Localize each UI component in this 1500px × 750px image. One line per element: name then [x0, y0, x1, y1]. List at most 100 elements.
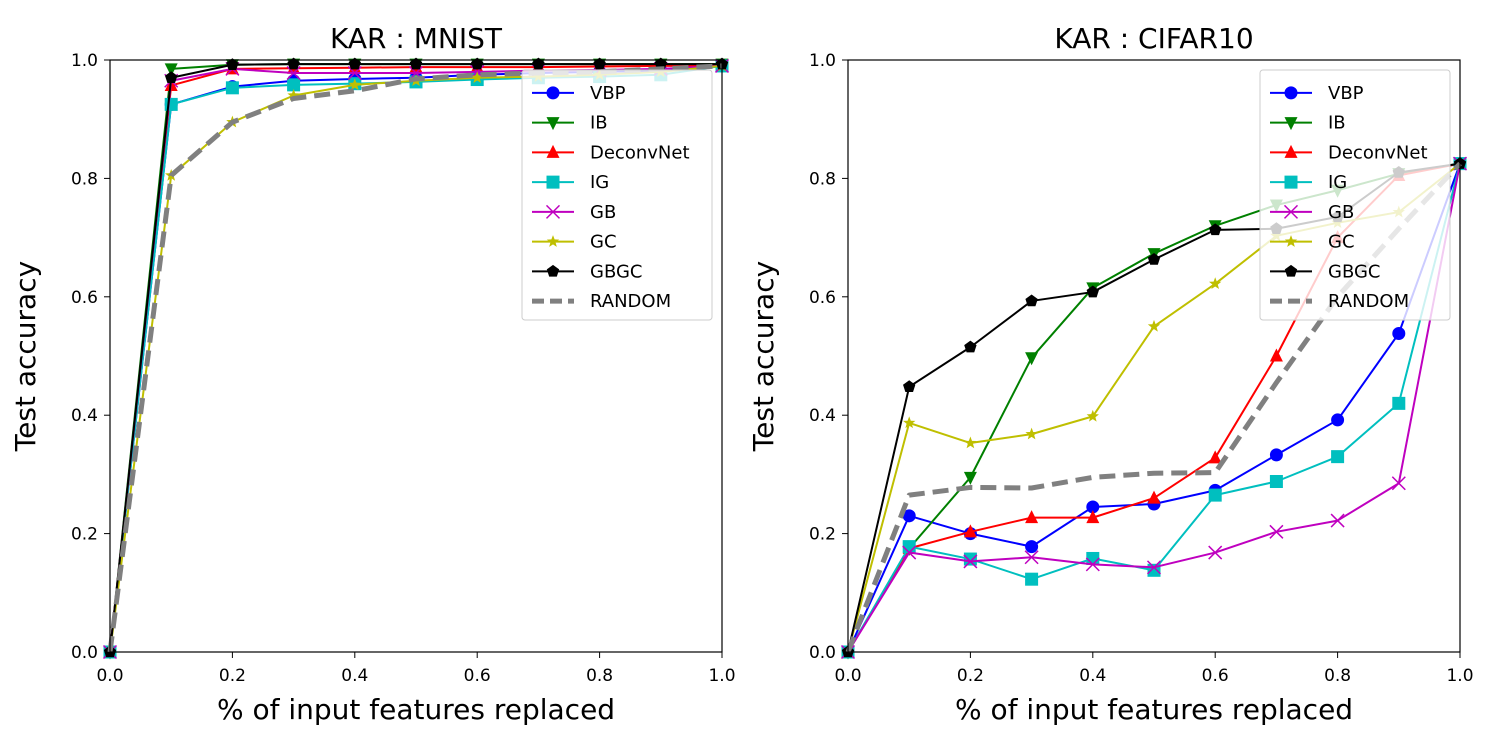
legend-label: GB	[1328, 202, 1354, 223]
y-tick-label: 0.8	[809, 169, 836, 189]
y-tick-label: 1.0	[809, 51, 836, 71]
data-point	[1146, 560, 1162, 575]
legend-marker	[546, 144, 560, 158]
data-point	[1025, 540, 1039, 554]
data-point	[903, 380, 916, 393]
y-tick-label: 0.4	[71, 406, 98, 426]
data-point	[963, 471, 977, 485]
y-axis-label: Test accuracy	[747, 261, 780, 452]
data-point	[1392, 327, 1406, 341]
x-tick-label: 0.8	[586, 666, 613, 686]
legend-marker	[546, 175, 560, 189]
legend-marker	[546, 86, 560, 100]
x-tick-label: 0.4	[1079, 666, 1106, 686]
chart-panel: KAR : CIFAR10 0.0 0.2 0.4 0.6 0.8 1.0 0.0 0.2 0.4…	[747, 22, 1474, 726]
data-point	[1331, 413, 1345, 427]
data-point	[903, 416, 916, 429]
legend-label: GC	[1328, 232, 1355, 253]
data-point	[1025, 294, 1038, 307]
y-tick-label: 0.6	[809, 288, 836, 308]
legend-label: IG	[590, 172, 609, 193]
x-axis-label: % of input features replaced	[217, 693, 615, 726]
legend-marker	[546, 235, 560, 247]
x-tick-label: 0.6	[1202, 666, 1229, 686]
legend-marker	[1284, 235, 1298, 247]
legend-marker	[546, 264, 560, 277]
legend-item: GC	[1270, 232, 1355, 253]
data-point	[964, 436, 977, 449]
data-point	[1269, 348, 1283, 362]
data-point	[1025, 572, 1039, 586]
data-point	[1025, 510, 1039, 524]
legend-label: GBGC	[1328, 261, 1381, 282]
y-tick-label: 0.2	[809, 525, 836, 545]
legend-marker	[545, 204, 561, 219]
data-point	[348, 78, 361, 91]
legend-label: GBGC	[590, 261, 643, 282]
legend-item: IG	[1270, 172, 1347, 193]
axes-frame	[847, 59, 1461, 653]
y-tick-label: 1.0	[71, 51, 98, 71]
data-point	[347, 65, 362, 81]
axes-frame	[109, 59, 723, 653]
data-point	[226, 58, 239, 70]
legend-item: VBP	[532, 83, 626, 104]
data-point	[286, 65, 301, 81]
data-point	[963, 524, 977, 538]
data-point	[165, 71, 178, 84]
legend-label: RANDOM	[1328, 291, 1409, 312]
y-tick-label: 0.2	[71, 525, 98, 545]
legend-item: GC	[532, 232, 617, 253]
x-tick-label: 0.2	[957, 666, 984, 686]
legend-label: DeconvNet	[1328, 142, 1428, 163]
legend-box	[521, 69, 713, 321]
legend-label: IG	[1328, 172, 1347, 193]
legend-item: DeconvNet	[1270, 142, 1428, 163]
legend-label: GB	[590, 202, 616, 223]
legend-item: VBP	[1270, 83, 1364, 104]
legend-item: GB	[1270, 202, 1354, 223]
data-point	[225, 81, 239, 95]
legend-marker	[546, 117, 560, 131]
legend-item: GBGC	[1270, 261, 1381, 282]
data-point	[1391, 476, 1406, 491]
x-tick-label: 0.6	[464, 666, 491, 686]
data-point	[1086, 500, 1100, 514]
data-point	[1147, 253, 1161, 265]
legend-item: DeconvNet	[532, 142, 690, 163]
legend-label: RANDOM	[590, 291, 671, 312]
data-point	[1208, 450, 1222, 464]
data-point	[964, 340, 977, 353]
data-point	[1024, 550, 1039, 565]
data-point	[1025, 352, 1039, 366]
data-point	[1086, 285, 1099, 298]
x-tick-label: 1.0	[708, 666, 735, 686]
data-point	[1331, 450, 1345, 464]
data-point	[902, 509, 916, 523]
legend-marker	[1284, 86, 1298, 100]
data-point	[1209, 277, 1222, 290]
y-tick-label: 0.0	[71, 643, 98, 663]
data-point	[963, 552, 977, 566]
data-point	[287, 78, 301, 92]
y-tick-label: 0.0	[809, 643, 836, 663]
legend-label: IB	[590, 113, 608, 134]
y-axis-label: Test accuracy	[9, 261, 42, 452]
chart-panel: KAR : MNIST 0.0 0.2 0.4 0.6 0.8 1.0 0.0 0.2 0.4 0.…	[9, 22, 736, 726]
data-point	[963, 554, 978, 569]
data-point	[1209, 223, 1222, 236]
x-tick-label: 0.0	[834, 666, 861, 686]
legend-marker	[1284, 175, 1298, 189]
y-tick-label: 0.8	[71, 169, 98, 189]
chart-title: KAR : MNIST	[330, 22, 503, 55]
data-point	[287, 89, 300, 101]
data-point	[164, 63, 178, 77]
data-point	[1147, 490, 1161, 504]
data-point	[1025, 427, 1038, 440]
y-tick-label: 0.6	[71, 288, 98, 308]
x-tick-label: 0.2	[219, 666, 246, 686]
x-tick-label: 0.0	[96, 666, 123, 686]
legend-item: RANDOM	[1270, 291, 1409, 312]
